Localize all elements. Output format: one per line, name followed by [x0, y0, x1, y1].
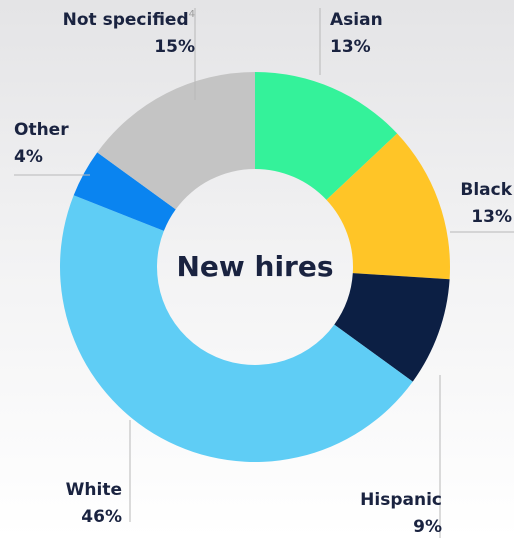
labels: Asian 13% Black 13% Hispanic 9% White 46% Other 4… [14, 8, 514, 538]
category-name: Black [460, 180, 512, 200]
slice [97, 71, 255, 210]
slice-label: Not specified4 [63, 9, 195, 30]
slice [60, 195, 413, 463]
value-label: 15% [154, 37, 195, 57]
slice-label: Other [14, 120, 69, 140]
slice-label: White [66, 480, 122, 500]
slice [255, 72, 398, 200]
value-label: 4% [14, 147, 43, 167]
category-name: Other [14, 120, 69, 140]
value-label: 46% [81, 507, 122, 527]
slice-label: Hispanic [360, 490, 442, 510]
footnote-mark: 4 [189, 9, 195, 20]
slice [326, 133, 450, 280]
donut [60, 71, 450, 463]
value-label: 13% [330, 37, 371, 57]
category-name: Not specified [63, 10, 189, 30]
slice-label: Asian [330, 10, 383, 30]
slice-label: Black [460, 180, 512, 200]
category-name: White [66, 480, 122, 500]
slice [334, 273, 450, 382]
value-label: 13% [471, 207, 512, 227]
category-name: Asian [330, 10, 383, 30]
center-title: New hires [176, 250, 333, 283]
slice [73, 152, 176, 231]
value-label: 9% [413, 517, 442, 537]
category-name: Hispanic [360, 490, 442, 510]
